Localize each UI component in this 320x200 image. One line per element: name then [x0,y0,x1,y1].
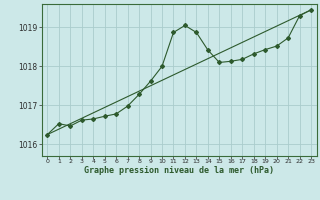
X-axis label: Graphe pression niveau de la mer (hPa): Graphe pression niveau de la mer (hPa) [84,166,274,175]
